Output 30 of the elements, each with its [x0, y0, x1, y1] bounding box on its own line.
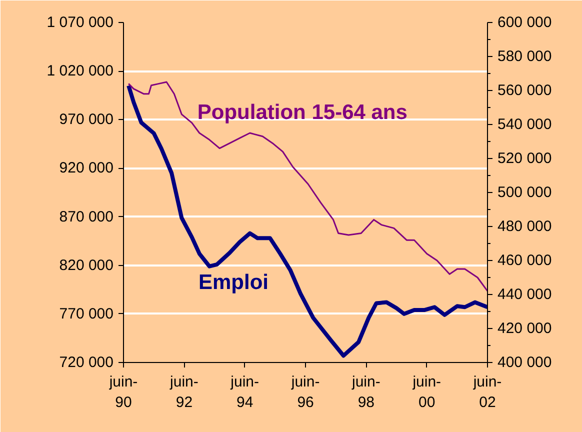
- line-series: [126, 84, 488, 358]
- y-tick-label: 970 000: [59, 111, 114, 128]
- y2-tick-label: 540 000: [498, 116, 552, 133]
- y2-tick-label: 580 000: [498, 48, 552, 65]
- y2-tick-label: 420 000: [498, 320, 552, 337]
- y-tick-label: 870 000: [59, 208, 114, 226]
- y2-tick-label: 500 000: [498, 184, 552, 201]
- y2-tick-label: 560 000: [498, 82, 552, 99]
- y2-tick-label: 440 000: [498, 286, 552, 303]
- x-tick-label: juin- 00: [412, 374, 442, 411]
- x-tick-label: juin- 90: [108, 374, 138, 411]
- x-tick-label: juin- 98: [350, 374, 380, 411]
- y-tick-label: 770 000: [59, 305, 114, 322]
- y2-tick-label: 400 000: [498, 354, 552, 371]
- y2-tick-label: 480 000: [498, 218, 552, 235]
- x-tick-label: juin- 94: [230, 374, 260, 411]
- y-tick-label: 920 000: [59, 160, 114, 177]
- series-label: Population 15-64 ans: [197, 101, 408, 124]
- y-tick-label: 1 070 000: [46, 14, 114, 31]
- x-tick-label: juin- 96: [290, 374, 320, 411]
- y2-tick-label: 460 000: [498, 252, 552, 269]
- y2-tick-label: 600 000: [498, 14, 552, 31]
- y-tick-label: 1 020 000: [46, 62, 114, 80]
- x-tick-label: juin- 92: [169, 374, 198, 411]
- y-tick-label: 820 000: [59, 256, 114, 274]
- y2-tick-label: 520 000: [498, 150, 552, 167]
- line-series: [128, 81, 488, 292]
- series-label: Emploi: [198, 271, 268, 294]
- y-tick-label: 720 000: [59, 354, 114, 371]
- x-tick-label: juin- 02: [472, 374, 502, 411]
